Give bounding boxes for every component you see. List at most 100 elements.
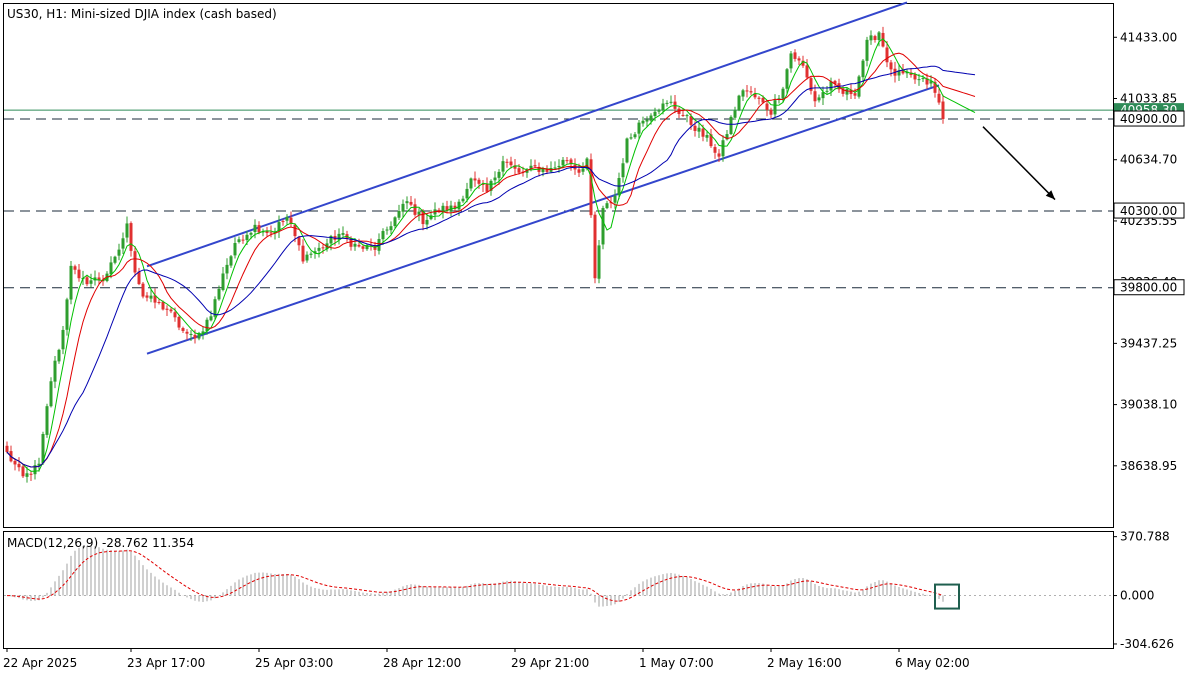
candle bbox=[37, 457, 41, 472]
candle bbox=[225, 258, 229, 280]
candle-body bbox=[89, 280, 93, 284]
candle-body bbox=[309, 253, 313, 255]
candle bbox=[213, 296, 217, 321]
candle-body bbox=[645, 119, 649, 122]
candle bbox=[677, 107, 681, 119]
candle bbox=[569, 157, 573, 171]
candle bbox=[669, 95, 673, 105]
candle-body bbox=[337, 233, 341, 240]
candle bbox=[897, 63, 901, 81]
macd-tick-label: 0.000 bbox=[1120, 589, 1154, 603]
candle-body bbox=[265, 230, 269, 234]
candle bbox=[733, 106, 737, 120]
candle-body bbox=[753, 93, 757, 98]
candle bbox=[497, 169, 501, 185]
candle bbox=[69, 261, 73, 305]
candle-body bbox=[937, 93, 941, 103]
candle bbox=[805, 59, 809, 80]
candle bbox=[461, 195, 465, 203]
candle bbox=[265, 226, 269, 237]
candle-body bbox=[121, 238, 125, 249]
candle-body bbox=[289, 217, 293, 224]
candle-body bbox=[73, 266, 77, 270]
candle-body bbox=[749, 91, 753, 93]
candle bbox=[437, 207, 441, 214]
candle bbox=[89, 273, 93, 288]
candle-body bbox=[261, 231, 265, 233]
candle bbox=[229, 254, 233, 268]
candle-body bbox=[649, 115, 653, 121]
time-tick-label: 1 May 07:00 bbox=[639, 656, 714, 670]
candle-body bbox=[281, 221, 285, 223]
macd-axis: 370.788 0.000 -304.626 bbox=[1113, 530, 1174, 651]
level-label-box bbox=[1113, 202, 1185, 219]
candle bbox=[445, 200, 449, 214]
candle-body bbox=[277, 222, 281, 232]
candle-body bbox=[785, 69, 789, 89]
candle bbox=[441, 202, 445, 219]
candle-body bbox=[685, 115, 689, 117]
channel-upper-line bbox=[146, 1, 908, 268]
candle bbox=[869, 30, 873, 45]
candle-body bbox=[69, 265, 73, 300]
candle-body bbox=[157, 302, 161, 304]
candle-body bbox=[229, 256, 233, 266]
moving-averages bbox=[6, 38, 976, 472]
candle-body bbox=[233, 243, 237, 256]
candle bbox=[493, 171, 497, 186]
candle-body bbox=[321, 247, 325, 249]
time-tick-label: 28 Apr 12:00 bbox=[383, 656, 461, 670]
candle bbox=[397, 204, 401, 221]
candle-body bbox=[929, 81, 933, 84]
candle-body bbox=[169, 309, 173, 312]
candle bbox=[581, 162, 585, 175]
candle bbox=[745, 85, 749, 98]
trend-channel bbox=[146, 1, 940, 355]
level-label-text: 40300.00 bbox=[1120, 204, 1177, 218]
candle bbox=[793, 49, 797, 62]
candle-body bbox=[469, 178, 473, 189]
candle bbox=[465, 182, 469, 203]
level-label-box bbox=[1113, 279, 1185, 296]
candle bbox=[401, 199, 405, 218]
candle-body bbox=[385, 229, 389, 231]
candle-body bbox=[561, 159, 565, 166]
candle-body bbox=[641, 120, 645, 124]
candle bbox=[697, 122, 701, 139]
candle bbox=[5, 441, 9, 454]
candle bbox=[297, 235, 301, 251]
candle-body bbox=[425, 219, 429, 225]
ma-5-line bbox=[6, 38, 976, 472]
candle-body bbox=[805, 65, 809, 78]
candle-body bbox=[109, 262, 113, 275]
candle-body bbox=[777, 98, 781, 100]
candle bbox=[789, 50, 793, 73]
candle bbox=[453, 202, 457, 213]
candle-body bbox=[629, 137, 633, 139]
candle-body bbox=[137, 271, 141, 285]
candle bbox=[533, 159, 537, 168]
candle bbox=[905, 68, 909, 78]
candle bbox=[425, 213, 429, 230]
candle bbox=[317, 242, 321, 258]
candle-body bbox=[485, 184, 489, 192]
main-plot-area bbox=[4, 1, 1113, 483]
candle-body bbox=[269, 232, 273, 234]
candle bbox=[41, 431, 45, 466]
candle-body bbox=[53, 360, 57, 382]
candle bbox=[657, 108, 661, 115]
candle bbox=[389, 221, 393, 235]
candle bbox=[53, 355, 57, 389]
candle bbox=[825, 85, 829, 94]
candle-body bbox=[789, 53, 793, 69]
candle-body bbox=[597, 245, 601, 279]
candle bbox=[629, 133, 633, 140]
candle bbox=[129, 221, 133, 257]
candle-body bbox=[197, 332, 201, 339]
candle bbox=[309, 251, 313, 259]
candle-body bbox=[913, 74, 917, 80]
candle-body bbox=[317, 247, 321, 251]
candle-body bbox=[393, 217, 397, 227]
candle-body bbox=[305, 254, 309, 261]
